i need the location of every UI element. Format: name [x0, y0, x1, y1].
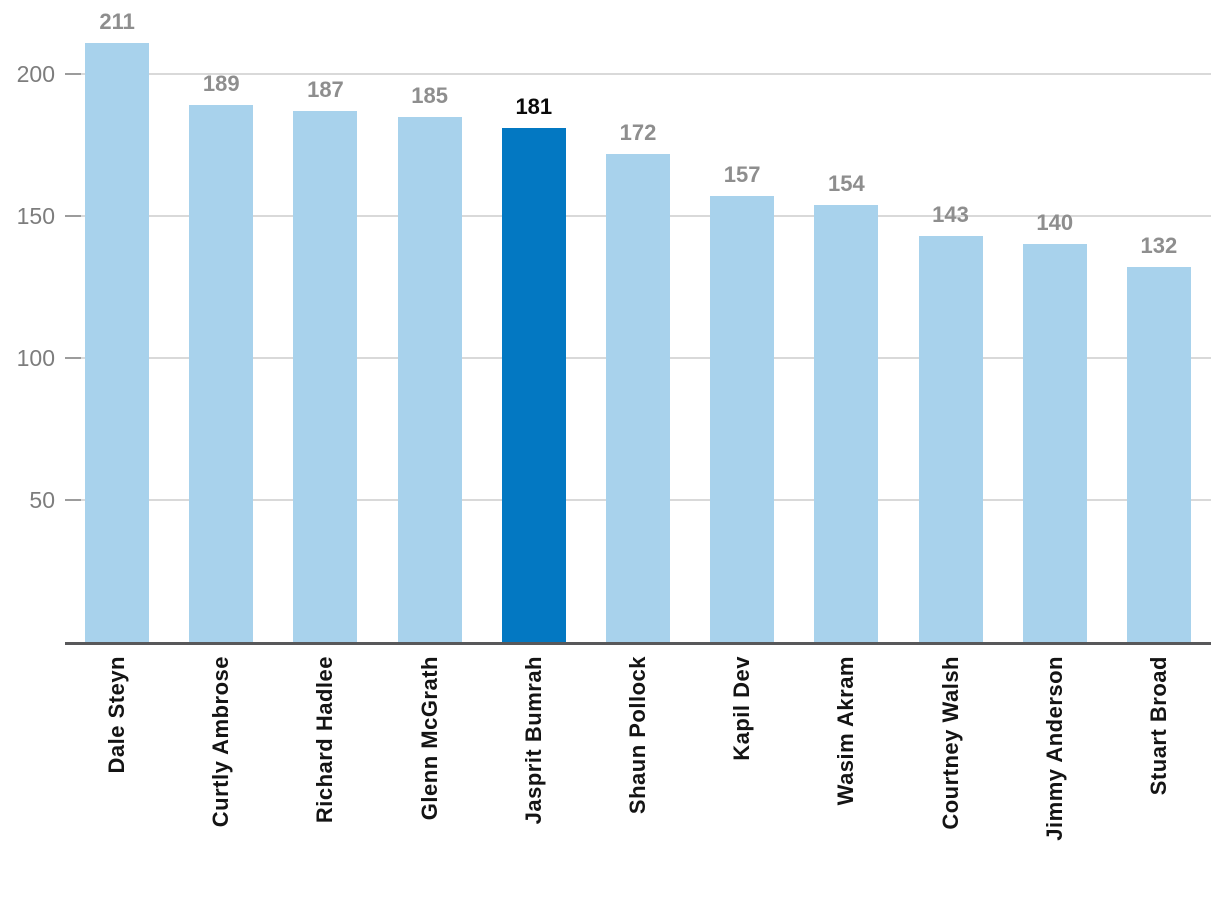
x-axis-label: Curtly Ambrose	[169, 656, 273, 886]
y-axis-tick-mark	[65, 357, 81, 359]
x-axis-line	[65, 642, 1211, 645]
x-axis-label: Kapil Dev	[690, 656, 794, 886]
bar-highlighted	[501, 127, 566, 642]
y-axis-tick-label: 100	[16, 345, 55, 371]
gridline	[65, 73, 1211, 75]
y-axis-tick-label: 50	[29, 487, 55, 513]
bar	[1022, 244, 1087, 642]
x-axis-label-text: Curtly Ambrose	[208, 656, 234, 828]
x-axis-label: Shaun Pollock	[586, 656, 690, 886]
x-axis-label: Jimmy Anderson	[1003, 656, 1107, 886]
bar	[293, 110, 358, 642]
y-axis-tick-mark	[65, 215, 81, 217]
bar-value-label: 189	[202, 71, 240, 97]
bar	[918, 235, 983, 642]
bar	[397, 116, 462, 642]
bar-value-label: 172	[619, 119, 657, 145]
y-axis-tick-mark	[65, 73, 81, 75]
y-axis-tick-label: 150	[16, 203, 55, 229]
bar-value-label: 187	[307, 76, 344, 102]
x-axis-label: Stuart Broad	[1107, 656, 1211, 886]
x-axis-label-text: Jasprit Bumrah	[520, 656, 546, 825]
x-axis-label-text: Wasim Akram	[833, 656, 859, 806]
x-axis-label: Wasim Akram	[794, 656, 898, 886]
x-axis-label: Richard Hadlee	[273, 656, 377, 886]
bar-value-label: 181	[515, 93, 553, 119]
x-axis-label: Glenn McGrath	[378, 656, 482, 886]
x-axis-label-text: Richard Hadlee	[312, 656, 338, 824]
bar	[189, 105, 254, 642]
x-axis-label-text: Stuart Broad	[1145, 656, 1171, 796]
bar-value-label: 211	[99, 8, 135, 34]
y-axis-tick-label: 200	[16, 61, 55, 87]
bar	[1126, 267, 1191, 642]
bar-value-label: 132	[1140, 233, 1178, 259]
x-axis-label: Courtney Walsh	[898, 656, 1002, 886]
x-axis-label-text: Courtney Walsh	[937, 656, 963, 830]
bar	[710, 196, 775, 642]
bar	[814, 204, 879, 642]
x-axis-label-text: Glenn McGrath	[416, 656, 442, 821]
bar-value-label: 157	[723, 162, 761, 188]
bar	[85, 42, 150, 642]
bar-value-label: 185	[411, 82, 448, 108]
x-axis-label-text: Shaun Pollock	[624, 656, 650, 815]
bar-value-label: 140	[1036, 210, 1074, 236]
bar	[606, 153, 670, 642]
x-axis-label: Dale Steyn	[65, 656, 169, 886]
y-axis-tick-mark	[65, 499, 81, 501]
x-axis-label-text: Kapil Dev	[729, 656, 755, 761]
x-axis-label: Jasprit Bumrah	[482, 656, 586, 886]
x-axis-label-text: Jimmy Anderson	[1041, 656, 1067, 841]
bar-value-label: 154	[827, 170, 865, 196]
bar-value-label: 143	[932, 201, 969, 227]
x-axis-label-text: Dale Steyn	[104, 656, 130, 774]
